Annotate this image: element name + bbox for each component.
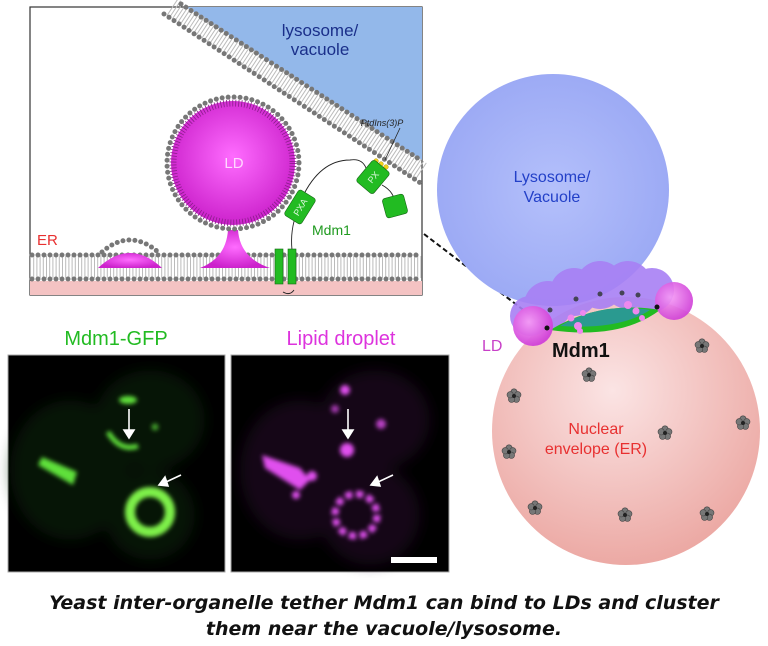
c-terminal-domain xyxy=(382,193,408,219)
mdm1-label: Mdm1 xyxy=(552,340,610,362)
nuclear-envelope xyxy=(492,297,760,565)
overview-diagram: Lysosome/ Vacuole LD Mdm1 Nuclear envelo… xyxy=(437,74,760,565)
lysosome-membrane xyxy=(161,0,428,187)
vacuole-proteins xyxy=(547,290,641,313)
small-lds xyxy=(567,301,645,334)
ld-label: LD xyxy=(224,155,243,172)
vacuole-label-2: Vacuole xyxy=(524,189,581,206)
vacuole-label: Lysosome/ xyxy=(514,169,591,186)
lipid-panel-title: Lipid droplet xyxy=(287,328,396,350)
ld-label: LD xyxy=(482,338,502,355)
lipid-droplet-micrograph xyxy=(230,354,450,573)
arrow-icon xyxy=(341,409,394,487)
caption-line-1: Yeast inter-organelle tether Mdm1 can bi… xyxy=(49,592,719,614)
nucleus-label: Nuclear xyxy=(568,421,624,438)
nascent-ld-monolayer xyxy=(99,237,161,255)
lipid-droplet: LD xyxy=(164,94,302,268)
mdm1-label: Mdm1 xyxy=(312,222,351,238)
pxa-domain: PXA xyxy=(284,189,316,225)
tether-point xyxy=(654,304,660,310)
nvj-lumen xyxy=(560,308,650,327)
scale-bar xyxy=(391,557,437,563)
lysosome-label: lysosome/ xyxy=(282,21,359,40)
caption-line-2: them near the vacuole/lysosome. xyxy=(205,618,563,640)
lipid-droplet-left xyxy=(513,306,553,346)
er-label: ER xyxy=(37,232,58,249)
px-domain: PX xyxy=(356,160,390,194)
tether-point xyxy=(544,325,550,331)
ptdins-label: PtdIns(3)P xyxy=(361,118,404,128)
transmembrane-helix xyxy=(274,248,284,285)
vacuole xyxy=(437,74,669,306)
lysosome-label-2: vacuole xyxy=(291,40,350,59)
mdm1-protein: PXA PX Mdm1 xyxy=(274,159,408,295)
gfp-panel-title: Mdm1-GFP xyxy=(64,328,167,350)
nucleus-label-2: envelope (ER) xyxy=(545,441,647,458)
arrow-icon xyxy=(122,409,182,487)
transmembrane-helix xyxy=(287,248,297,285)
ptdins-pointer xyxy=(384,127,401,161)
er-lumen xyxy=(30,281,422,295)
schematic-panel: lysosome/ vacuole PtdIns(3)P ER LD xyxy=(29,0,428,296)
nascent-lipid-droplet xyxy=(98,253,162,268)
ld-cluster xyxy=(510,261,674,336)
lipid-droplet-right xyxy=(655,282,693,320)
gfp-micrograph xyxy=(7,354,226,573)
